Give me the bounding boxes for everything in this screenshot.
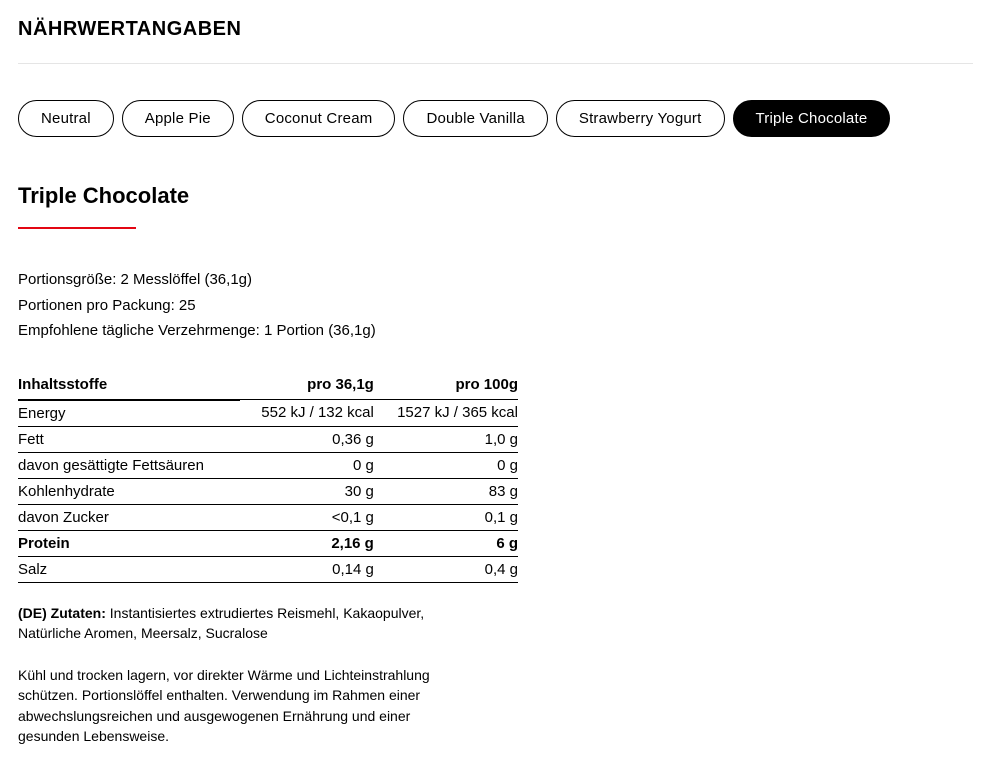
col-per-serving: pro 36,1g [240,372,374,400]
table-row: Salz0,14 g0,4 g [18,556,518,582]
tab-neutral[interactable]: Neutral [18,100,114,137]
table-row: Fett0,36 g1,0 g [18,426,518,452]
nutrient-name: Energy [18,400,240,427]
col-ingredients: Inhaltsstoffe [18,372,240,400]
accent-underline [18,227,136,229]
ingredients-label: (DE) Zutaten: [18,605,106,621]
nutrient-name: Salz [18,556,240,582]
nutrient-per-serving: 0 g [240,452,374,478]
meta-info: Portionsgröße: 2 Messlöffel (36,1g) Port… [18,267,518,344]
table-header-row: Inhaltsstoffe pro 36,1g pro 100g [18,372,518,400]
nutrient-per-100g: 83 g [374,478,518,504]
tab-coconut-cream[interactable]: Coconut Cream [242,100,396,137]
nutrient-per-serving: <0,1 g [240,504,374,530]
nutrient-per-serving: 30 g [240,478,374,504]
recommended-daily: Empfohlene tägliche Verzehrmenge: 1 Port… [18,318,518,344]
table-row: Energy552 kJ / 132 kcal1527 kJ / 365 kca… [18,400,518,427]
tab-triple-chocolate[interactable]: Triple Chocolate [733,100,891,137]
section-divider [18,63,973,64]
nutrient-name: Fett [18,426,240,452]
nutrient-per-100g: 1527 kJ / 365 kcal [374,400,518,427]
table-row: davon Zucker<0,1 g0,1 g [18,504,518,530]
storage-text: Kühl und trocken lagern, vor direkter Wä… [18,665,470,746]
tab-apple-pie[interactable]: Apple Pie [122,100,234,137]
nutrient-per-100g: 0 g [374,452,518,478]
table-row: Kohlenhydrate30 g83 g [18,478,518,504]
nutrient-per-100g: 1,0 g [374,426,518,452]
table-row: Protein2,16 g6 g [18,530,518,556]
section-title: NÄHRWERTANGABEN [18,18,973,41]
nutrient-per-serving: 0,14 g [240,556,374,582]
nutrition-table: Inhaltsstoffe pro 36,1g pro 100g Energy5… [18,372,518,583]
nutrient-name: davon gesättigte Fettsäuren [18,452,240,478]
table-row: davon gesättigte Fettsäuren0 g0 g [18,452,518,478]
nutrient-per-100g: 0,4 g [374,556,518,582]
nutrient-per-serving: 0,36 g [240,426,374,452]
tab-strawberry-yogurt[interactable]: Strawberry Yogurt [556,100,725,137]
ingredients-block: (DE) Zutaten: Instantisiertes extrudiert… [18,603,458,644]
nutrient-name: Kohlenhydrate [18,478,240,504]
col-per-100g: pro 100g [374,372,518,400]
tab-double-vanilla[interactable]: Double Vanilla [403,100,547,137]
flavor-content: Triple Chocolate Portionsgröße: 2 Messlö… [18,183,518,746]
nutrient-name: Protein [18,530,240,556]
flavor-tabs: NeutralApple PieCoconut CreamDouble Vani… [18,100,973,137]
nutrient-per-100g: 0,1 g [374,504,518,530]
serving-size: Portionsgröße: 2 Messlöffel (36,1g) [18,267,518,293]
nutrient-per-serving: 2,16 g [240,530,374,556]
servings-per-pack: Portionen pro Packung: 25 [18,293,518,319]
nutrient-per-serving: 552 kJ / 132 kcal [240,400,374,427]
nutrient-per-100g: 6 g [374,530,518,556]
flavor-title: Triple Chocolate [18,183,518,209]
nutrient-name: davon Zucker [18,504,240,530]
